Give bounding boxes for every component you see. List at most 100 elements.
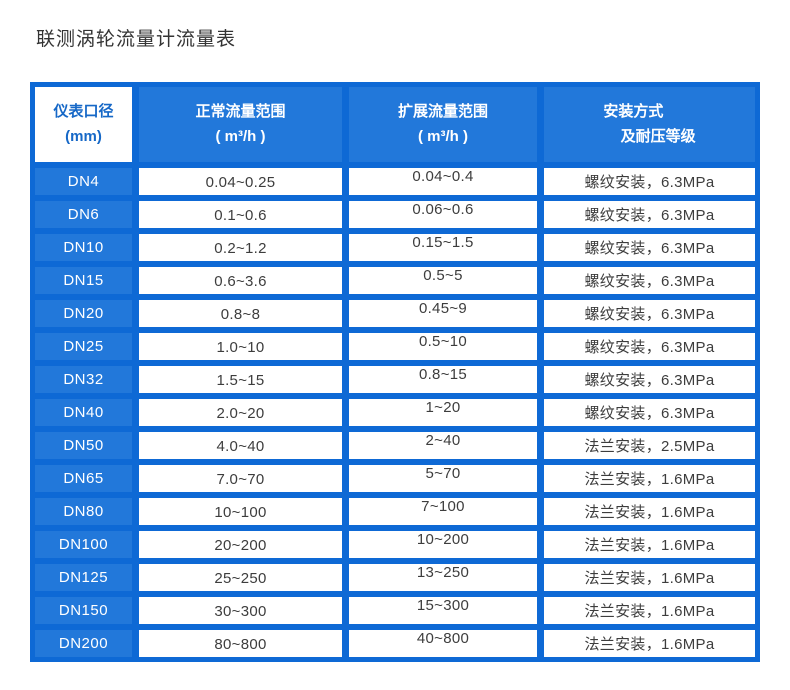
row-label-text: DN200 <box>58 635 109 652</box>
cell-extended-range: 2~40 <box>349 432 537 459</box>
row-label-text: DN20 <box>63 305 104 322</box>
cell-install-method-text: 螺纹安装，6.3MPa <box>584 306 715 323</box>
cell-extended-range-text: 5~70 <box>425 465 461 482</box>
cell-install-method-text: 螺纹安装，6.3MPa <box>584 372 715 389</box>
cell-extended-range-text: 7~100 <box>421 498 465 515</box>
cell-extended-range: 0.5~10 <box>349 333 537 360</box>
row-label: DN15 <box>35 267 132 294</box>
row-label: DN40 <box>35 399 132 426</box>
cell-extended-range-text: 40~800 <box>416 630 470 647</box>
row-label-text: DN65 <box>63 470 104 487</box>
row-label-text: DN32 <box>63 371 104 388</box>
cell-normal-range: 0.04~0.25 <box>139 168 342 195</box>
cell-normal-range: 0.1~0.6 <box>139 201 342 228</box>
cell-normal-range: 10~100 <box>139 498 342 525</box>
cell-extended-range-text: 0.8~15 <box>418 366 468 383</box>
cell-install-method: 螺纹安装，6.3MPa <box>544 267 755 294</box>
cell-extended-range: 0.45~9 <box>349 300 537 327</box>
cell-normal-range: 7.0~70 <box>139 465 342 492</box>
cell-extended-range-text: 2~40 <box>425 432 461 449</box>
cell-install-method: 法兰安装，1.6MPa <box>544 498 755 525</box>
cell-normal-range-text: 0.8~8 <box>220 306 261 323</box>
cell-install-method-text: 法兰安装，1.6MPa <box>584 570 715 587</box>
row-label-text: DN100 <box>58 536 109 553</box>
cell-install-method: 法兰安装，1.6MPa <box>544 597 755 624</box>
row-label: DN20 <box>35 300 132 327</box>
cell-install-method: 螺纹安装，6.3MPa <box>544 366 755 393</box>
cell-install-method-text: 螺纹安装，6.3MPa <box>584 174 715 191</box>
cell-install-method-text: 螺纹安装，6.3MPa <box>584 207 715 224</box>
cell-install-method: 螺纹安装，6.3MPa <box>544 300 755 327</box>
header-extended-line2: ( m³/h ) <box>418 127 468 145</box>
cell-install-method: 螺纹安装，6.3MPa <box>544 234 755 261</box>
row-label-text: DN6 <box>67 206 100 223</box>
cell-normal-range: 30~300 <box>139 597 342 624</box>
cell-normal-range-text: 10~100 <box>214 504 267 521</box>
cell-install-method: 法兰安装，1.6MPa <box>544 564 755 591</box>
cell-normal-range-text: 4.0~40 <box>216 438 265 455</box>
header-cell-extended-range: 扩展流量范围 ( m³/h ) <box>349 87 537 162</box>
cell-normal-range-text: 2.0~20 <box>216 405 265 422</box>
flow-table: 仪表口径 (mm) 正常流量范围 ( m³/h ) 扩展流量范围 ( m³/h … <box>30 82 760 662</box>
cell-normal-range-text: 0.6~3.6 <box>214 273 267 290</box>
row-label: DN25 <box>35 333 132 360</box>
header-normal-line1: 正常流量范围 <box>195 102 286 120</box>
cell-extended-range: 15~300 <box>349 597 537 624</box>
row-label-text: DN50 <box>63 437 104 454</box>
cell-normal-range-text: 80~800 <box>214 636 267 653</box>
cell-install-method-text: 螺纹安装，6.3MPa <box>584 240 715 257</box>
row-label-text: DN4 <box>67 173 100 190</box>
cell-install-method-text: 法兰安装，1.6MPa <box>584 537 715 554</box>
cell-install-method-text: 法兰安装，1.6MPa <box>584 603 715 620</box>
cell-normal-range-text: 1.5~15 <box>216 372 265 389</box>
cell-extended-range: 5~70 <box>349 465 537 492</box>
cell-normal-range: 2.0~20 <box>139 399 342 426</box>
cell-extended-range: 0.06~0.6 <box>349 201 537 228</box>
header-diameter-line2: (mm) <box>65 127 102 145</box>
cell-extended-range-text: 15~300 <box>416 597 470 614</box>
cell-install-method: 螺纹安装，6.3MPa <box>544 168 755 195</box>
row-label: DN80 <box>35 498 132 525</box>
row-label-text: DN10 <box>63 239 104 256</box>
cell-normal-range: 1.0~10 <box>139 333 342 360</box>
cell-install-method: 法兰安装，2.5MPa <box>544 432 755 459</box>
cell-install-method: 法兰安装，1.6MPa <box>544 531 755 558</box>
cell-extended-range: 0.04~0.4 <box>349 168 537 195</box>
header-cell-normal-range: 正常流量范围 ( m³/h ) <box>139 87 342 162</box>
page: 联测涡轮流量计流量表 仪表口径 (mm) 正常流量范围 ( m³/h ) 扩展流… <box>30 29 760 662</box>
row-label-text: DN25 <box>63 338 104 355</box>
cell-normal-range: 80~800 <box>139 630 342 657</box>
cell-extended-range-text: 0.5~5 <box>423 267 463 284</box>
cell-extended-range: 10~200 <box>349 531 537 558</box>
cell-install-method: 法兰安装，1.6MPa <box>544 630 755 657</box>
row-label-text: DN150 <box>58 602 109 619</box>
cell-normal-range: 0.8~8 <box>139 300 342 327</box>
row-label-text: DN125 <box>58 569 109 586</box>
header-diameter-line1: 仪表口径 <box>53 102 114 120</box>
cell-install-method-text: 法兰安装，1.6MPa <box>584 504 715 521</box>
cell-extended-range: 0.5~5 <box>349 267 537 294</box>
cell-install-method: 螺纹安装，6.3MPa <box>544 399 755 426</box>
cell-extended-range-text: 13~250 <box>416 564 470 581</box>
header-cell-diameter: 仪表口径 (mm) <box>35 87 132 162</box>
row-label: DN10 <box>35 234 132 261</box>
row-label: DN100 <box>35 531 132 558</box>
cell-extended-range-text: 10~200 <box>416 531 470 548</box>
cell-extended-range: 13~250 <box>349 564 537 591</box>
row-label: DN125 <box>35 564 132 591</box>
cell-extended-range: 7~100 <box>349 498 537 525</box>
cell-install-method-text: 法兰安装，2.5MPa <box>584 438 715 455</box>
cell-normal-range: 4.0~40 <box>139 432 342 459</box>
cell-extended-range-text: 0.06~0.6 <box>412 201 474 218</box>
cell-install-method-text: 螺纹安装，6.3MPa <box>584 405 715 422</box>
cell-install-method: 螺纹安装，6.3MPa <box>544 201 755 228</box>
cell-normal-range-text: 0.1~0.6 <box>214 207 267 224</box>
cell-normal-range: 1.5~15 <box>139 366 342 393</box>
cell-normal-range-text: 7.0~70 <box>216 471 265 488</box>
header-install-line1: 安装方式 <box>603 102 664 120</box>
cell-normal-range: 0.2~1.2 <box>139 234 342 261</box>
row-label-text: DN40 <box>63 404 104 421</box>
header-cell-install: 安装方式 及耐压等级 <box>544 87 755 162</box>
cell-extended-range: 0.15~1.5 <box>349 234 537 261</box>
cell-normal-range: 25~250 <box>139 564 342 591</box>
